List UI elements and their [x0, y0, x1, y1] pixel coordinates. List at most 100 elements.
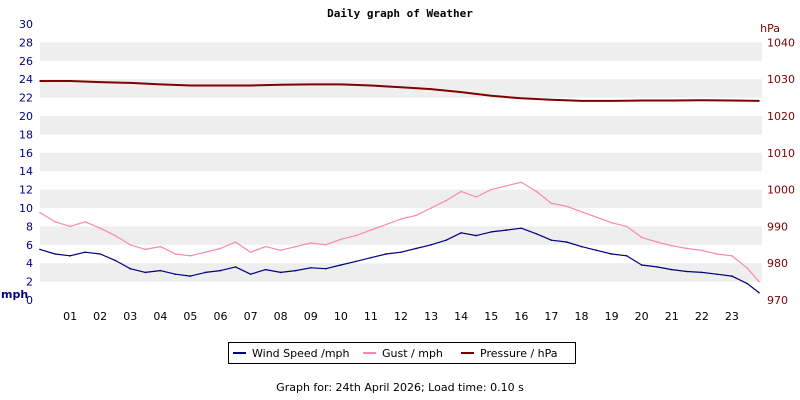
wind-speed-point	[129, 267, 132, 270]
gust-point	[655, 241, 658, 243]
gust-point	[159, 245, 162, 248]
x-tick-label: 21	[665, 310, 679, 323]
gust-point	[685, 247, 688, 250]
left-tick-label: 22	[19, 92, 33, 105]
weather-chart: Daily graph of Weather hPa mph 024681012…	[1, 7, 795, 323]
gust-point	[279, 249, 282, 252]
gust-point	[219, 247, 222, 250]
gust-point	[114, 234, 117, 237]
left-tick-label: 16	[19, 147, 33, 160]
gust-point	[550, 202, 553, 205]
wind-speed-point	[99, 253, 101, 255]
gust-point	[174, 253, 177, 255]
left-tick-label: 24	[19, 73, 33, 86]
gust-point	[445, 199, 447, 202]
pressure-point	[249, 84, 252, 87]
pressure-point	[400, 86, 402, 89]
wind-speed-point	[701, 271, 703, 274]
gust-point	[610, 221, 613, 224]
gust-point	[716, 253, 718, 255]
x-tick-label: 05	[183, 310, 197, 323]
gust-point	[640, 236, 643, 239]
pressure-point	[758, 100, 760, 102]
right-axis-ticks: 970 980 990 1000 1010 1020 1030 1040	[767, 36, 795, 307]
wind-speed-point	[249, 273, 252, 276]
pressure-point	[159, 83, 162, 86]
pressure-point	[39, 80, 41, 82]
pressure-point	[219, 84, 222, 87]
x-tick-label: 12	[394, 310, 408, 323]
x-tick-label: 18	[575, 310, 589, 323]
wind-speed-point	[685, 270, 688, 273]
wind-speed-point	[550, 239, 553, 241]
right-tick-label: 1040	[767, 36, 795, 49]
gust-point	[294, 245, 297, 248]
wind-speed-point	[355, 260, 357, 263]
grid-band	[40, 79, 762, 98]
gust-point	[340, 238, 342, 241]
wind-speed-point	[219, 269, 222, 272]
wind-speed-point	[234, 266, 237, 268]
x-tick-label: 06	[214, 310, 228, 323]
grid-band	[40, 226, 762, 245]
pressure-point	[99, 81, 101, 83]
legend: Wind Speed /mph Gust / mph Pressure / hP…	[228, 342, 576, 364]
right-tick-label: 1010	[767, 147, 795, 160]
right-tick-label: 1000	[767, 184, 795, 197]
gust-point	[84, 221, 86, 223]
wind-speed-point	[490, 231, 493, 233]
right-tick-label: 1020	[767, 110, 795, 123]
left-tick-label: 0	[26, 294, 33, 307]
gust-point	[475, 196, 478, 198]
gust-point	[69, 225, 71, 228]
left-tick-label: 10	[19, 202, 33, 215]
wind-speed-point	[400, 251, 402, 253]
left-tick-label: 28	[19, 36, 33, 49]
x-tick-label: 11	[364, 310, 378, 323]
x-tick-label: 15	[484, 310, 498, 323]
gust-point	[144, 248, 147, 251]
footer-text: Graph for: 24th April 2026; Load time: 0…	[276, 381, 524, 394]
left-tick-label: 12	[19, 184, 33, 197]
wind-speed-point	[655, 266, 658, 268]
wind-speed-point	[69, 255, 71, 257]
wind-speed-point	[84, 251, 86, 253]
gust-point	[565, 205, 568, 207]
legend-item-wind: Wind Speed /mph	[233, 347, 350, 360]
pressure-point	[731, 99, 733, 102]
pressure-point	[69, 80, 71, 82]
gust-point	[400, 218, 402, 220]
pressure-point	[370, 84, 372, 87]
pressure-point	[520, 97, 523, 100]
wind-speed-point	[324, 267, 327, 270]
gust-point	[129, 244, 132, 246]
gust-point	[370, 229, 372, 231]
gust-point	[249, 251, 252, 253]
wind-speed-point	[54, 253, 56, 255]
wind-speed-point	[625, 255, 628, 257]
pressure-point	[309, 83, 312, 86]
wind-speed-point	[309, 267, 312, 269]
legend-swatch-gust	[363, 352, 376, 354]
x-tick-label: 13	[424, 310, 438, 323]
x-tick-label: 19	[605, 310, 619, 323]
legend-label-wind: Wind Speed /mph	[252, 347, 350, 360]
legend-swatch-pressure	[461, 352, 474, 354]
gust-point	[758, 280, 760, 283]
x-tick-label: 22	[695, 310, 709, 323]
legend-item-gust: Gust / mph	[363, 347, 443, 360]
wind-speed-point	[460, 232, 462, 234]
x-tick-label: 16	[514, 310, 528, 323]
x-tick-label: 02	[93, 310, 107, 323]
wind-speed-point	[144, 271, 147, 274]
wind-speed-point	[595, 249, 598, 252]
right-axis-unit: hPa	[760, 22, 780, 35]
pressure-point	[189, 84, 192, 87]
wind-speed-point	[746, 282, 748, 285]
x-tick-label: 01	[63, 310, 77, 323]
left-axis-unit: mph	[1, 288, 28, 301]
x-tick-label: 23	[725, 310, 739, 323]
grid-band	[40, 152, 762, 172]
chart-title: Daily graph of Weather	[327, 7, 473, 20]
